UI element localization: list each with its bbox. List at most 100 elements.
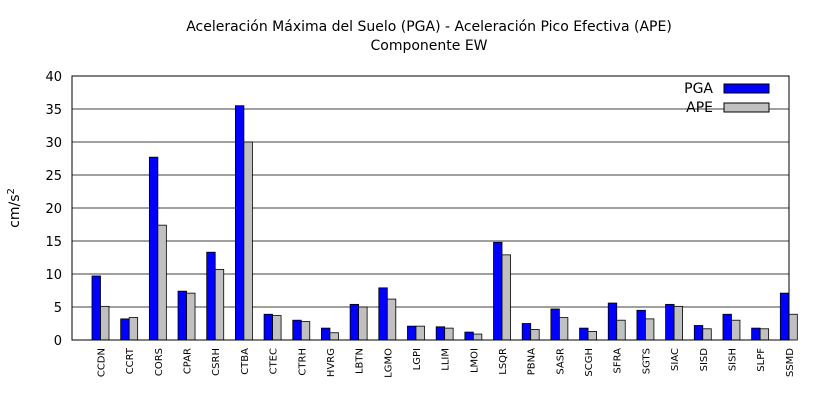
bar-pga-sasr	[550, 308, 560, 341]
legend: PGA APE	[684, 81, 770, 116]
bar-pga-hvrg	[321, 327, 331, 341]
bar-pga-lgmo	[378, 287, 388, 341]
legend-swatch-pga	[723, 83, 770, 94]
bar-ape-sish	[731, 319, 741, 341]
bar-ape-llim	[444, 327, 454, 341]
bar-ape-lgmo	[386, 298, 397, 341]
bar-ape-ccdn	[100, 305, 110, 341]
bar-ape-lmoi	[472, 333, 483, 341]
bar-pga-sish	[722, 313, 732, 341]
bar-pga-lsqr	[493, 241, 503, 341]
bar-ape-pbna	[530, 329, 540, 341]
x-tick-label: SCGH	[584, 348, 595, 377]
x-tick-label: SIAC	[670, 348, 681, 371]
x-tick-label: LSQR	[498, 348, 509, 375]
bar-ape-hvrg	[329, 332, 339, 341]
y-axis-label: cm/s2	[6, 188, 24, 228]
x-tick-label: CCRT	[125, 347, 136, 374]
x-tick-label: CTRH	[297, 348, 308, 376]
bar-ape-sgts	[645, 318, 655, 341]
bar-ape-csrh	[214, 268, 225, 341]
x-tick-label: SGTS	[641, 348, 652, 374]
x-tick-label: SISH	[727, 348, 738, 371]
bar-ape-sfra	[616, 319, 626, 341]
y-tick-label: 15	[45, 235, 62, 250]
bar-ape-scgh	[587, 331, 597, 341]
x-axis-labels: CCDN CCRT CORS CPAR CSRH CTBA CTEC CTRH HVRG LBTN…	[97, 347, 796, 378]
bar-ape-sasr	[558, 317, 569, 341]
bar-pga-ccrt	[120, 318, 130, 341]
bar-pga-cpar	[177, 290, 187, 341]
legend-label-pga: PGA	[684, 81, 713, 97]
x-tick-label: LGPI	[412, 348, 423, 370]
bar-ape-siac	[673, 305, 683, 341]
x-tick-label: CCDN	[97, 348, 108, 377]
x-tick-label: LBTN	[355, 348, 366, 374]
bar-pga-lgpi	[407, 325, 417, 341]
y-axis-ticks: 0 5 10 15 20 25 30 35 40	[45, 70, 62, 349]
x-tick-label: SLPF	[756, 348, 767, 372]
y-tick-label: 5	[54, 301, 62, 316]
bar-ape-sisd	[702, 328, 712, 341]
x-tick-label: HVRG	[326, 348, 337, 377]
bar-ape-lbtn	[358, 306, 368, 341]
bar-ape-cpar	[186, 292, 196, 341]
bar-pga-siac	[665, 303, 675, 341]
x-tick-label: CTBA	[240, 348, 251, 375]
chart-subtitle: Componente EW	[370, 38, 487, 54]
bars	[91, 105, 798, 341]
chart-title: Aceleración Máxima del Suelo (PGA) - Ace…	[186, 19, 672, 35]
bar-pga-cors	[148, 156, 159, 341]
y-tick-label: 30	[45, 136, 62, 151]
x-tick-label: LLIM	[441, 348, 452, 371]
legend-swatch-ape	[723, 102, 770, 113]
bar-pga-ctrh	[292, 319, 302, 341]
x-tick-label: CTEC	[269, 348, 280, 374]
bar-ape-ssmd	[788, 313, 798, 341]
bar-ape-ccrt	[128, 317, 139, 341]
y-axis-label-unit: cm/s	[7, 195, 23, 228]
bar-pga-ctba	[234, 105, 245, 341]
y-tick-label: 0	[54, 334, 62, 349]
bar-pga-lmoi	[464, 331, 474, 341]
bar-pga-ctec	[263, 313, 273, 341]
bar-pga-slpf	[751, 327, 761, 341]
bar-pga-scgh	[579, 327, 589, 341]
plot-frame	[71, 75, 790, 341]
bar-pga-ssmd	[779, 292, 790, 341]
bar-pga-csrh	[206, 251, 216, 341]
bar-pga-sgts	[636, 309, 646, 341]
x-tick-label: CSRH	[211, 348, 222, 376]
x-tick-label: SASR	[555, 348, 566, 375]
x-tick-label: SISD	[699, 348, 710, 372]
x-tick-label: SSMD	[785, 348, 796, 377]
y-axis-label-exponent: 2	[6, 188, 17, 194]
y-tick-label: 25	[45, 169, 62, 184]
bar-ape-slpf	[759, 328, 770, 341]
bar-pga-sisd	[693, 325, 704, 341]
y-tick-label: 10	[45, 268, 62, 283]
bar-ape-ctrh	[300, 321, 311, 341]
bar-pga-lbtn	[349, 303, 360, 341]
legend-label-ape: APE	[686, 100, 713, 116]
x-tick-label: SFRA	[613, 348, 624, 374]
bar-pga-sfra	[607, 302, 618, 341]
bar-ape-ctec	[272, 315, 282, 341]
bar-ape-cors	[157, 224, 167, 341]
bar-ape-lsqr	[501, 254, 511, 341]
y-tick-label: 20	[45, 202, 62, 217]
x-tick-label: LGMO	[383, 348, 394, 378]
bar-pga-ccdn	[91, 275, 101, 341]
grid-lines	[72, 108, 789, 308]
x-tick-label: LMOI	[469, 348, 480, 373]
bar-ape-ctba	[243, 141, 253, 341]
y-tick-label: 35	[45, 103, 62, 118]
bar-pga-llim	[435, 326, 446, 341]
x-tick-label: CORS	[154, 348, 165, 376]
x-tick-label: CPAR	[183, 348, 194, 374]
bar-pga-pbna	[521, 323, 532, 341]
bar-ape-lgpi	[415, 325, 425, 341]
x-tick-label: PBNA	[527, 348, 538, 375]
y-tick-label: 40	[45, 70, 62, 85]
